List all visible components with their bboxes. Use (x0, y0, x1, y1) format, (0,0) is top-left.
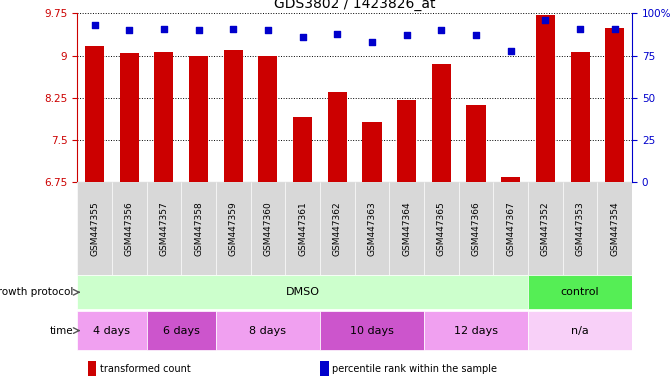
Bar (216, 311, 320, 350)
Bar (528, 311, 632, 350)
Point (297, 34, 308, 40)
Point (470, 32, 481, 38)
Bar (536, 15, 555, 182)
Bar (189, 56, 208, 182)
Bar (327, 92, 347, 182)
Point (366, 39, 377, 45)
Bar (77, 275, 528, 310)
Bar (528, 275, 632, 310)
Point (158, 26, 169, 32)
Bar (146, 182, 181, 275)
Point (193, 27, 204, 33)
Bar (493, 182, 528, 275)
Bar (570, 52, 590, 182)
Text: GSM447361: GSM447361 (298, 201, 307, 256)
Text: n/a: n/a (571, 326, 589, 336)
Point (574, 26, 585, 32)
Text: control: control (561, 287, 599, 297)
Text: DMSO: DMSO (286, 287, 319, 297)
Text: transformed count: transformed count (100, 364, 191, 374)
Bar (293, 116, 312, 182)
Text: 12 days: 12 days (454, 326, 498, 336)
Bar (119, 53, 139, 182)
Bar (112, 182, 146, 275)
Text: time: time (50, 326, 74, 336)
Text: GSM447365: GSM447365 (437, 201, 446, 256)
Text: GSM447358: GSM447358 (194, 201, 203, 256)
Bar (320, 311, 424, 350)
Bar (355, 182, 389, 275)
Bar (362, 122, 382, 182)
Bar (424, 182, 459, 275)
Bar (320, 361, 329, 376)
Bar (77, 182, 112, 275)
Bar (285, 182, 320, 275)
Bar (459, 182, 493, 275)
Text: 10 days: 10 days (350, 326, 394, 336)
Point (332, 31, 343, 37)
Bar (432, 64, 451, 182)
Bar (501, 177, 520, 182)
Bar (605, 28, 624, 182)
Bar (397, 99, 416, 182)
Point (436, 27, 447, 33)
Bar (320, 182, 355, 275)
Text: GSM447353: GSM447353 (576, 201, 584, 256)
Point (609, 26, 620, 32)
Text: GSM447352: GSM447352 (541, 202, 550, 256)
Bar (154, 52, 173, 182)
Bar (389, 182, 424, 275)
Bar (146, 311, 216, 350)
Point (89, 22, 100, 28)
Point (262, 27, 273, 33)
Bar (88, 361, 96, 376)
Bar (424, 311, 528, 350)
Bar (528, 182, 563, 275)
Text: GSM447359: GSM447359 (229, 201, 238, 256)
Text: GSM447362: GSM447362 (333, 202, 342, 256)
Bar (258, 56, 277, 182)
Bar (216, 182, 250, 275)
Point (228, 26, 239, 32)
Text: GSM447366: GSM447366 (472, 201, 480, 256)
Bar (181, 182, 216, 275)
Text: GSM447357: GSM447357 (160, 201, 168, 256)
Text: GSM447367: GSM447367 (506, 201, 515, 256)
Text: 6 days: 6 days (163, 326, 200, 336)
Text: percentile rank within the sample: percentile rank within the sample (332, 364, 497, 374)
Point (505, 48, 516, 54)
Bar (77, 311, 146, 350)
Text: GSM447355: GSM447355 (90, 201, 99, 256)
Bar (85, 46, 104, 182)
Text: GSM447364: GSM447364 (402, 202, 411, 256)
Point (540, 17, 551, 23)
Text: growth protocol: growth protocol (0, 287, 74, 297)
Bar (250, 182, 285, 275)
Text: 4 days: 4 days (93, 326, 130, 336)
Point (124, 27, 135, 33)
Bar (223, 50, 243, 182)
Title: GDS3802 / 1423826_at: GDS3802 / 1423826_at (274, 0, 435, 11)
Point (401, 32, 412, 38)
Text: GSM447363: GSM447363 (368, 201, 376, 256)
Text: 8 days: 8 days (250, 326, 287, 336)
Text: GSM447356: GSM447356 (125, 201, 134, 256)
Bar (563, 182, 597, 275)
Text: GSM447354: GSM447354 (610, 202, 619, 256)
Bar (597, 182, 632, 275)
Bar (466, 105, 486, 182)
Text: GSM447360: GSM447360 (264, 201, 272, 256)
